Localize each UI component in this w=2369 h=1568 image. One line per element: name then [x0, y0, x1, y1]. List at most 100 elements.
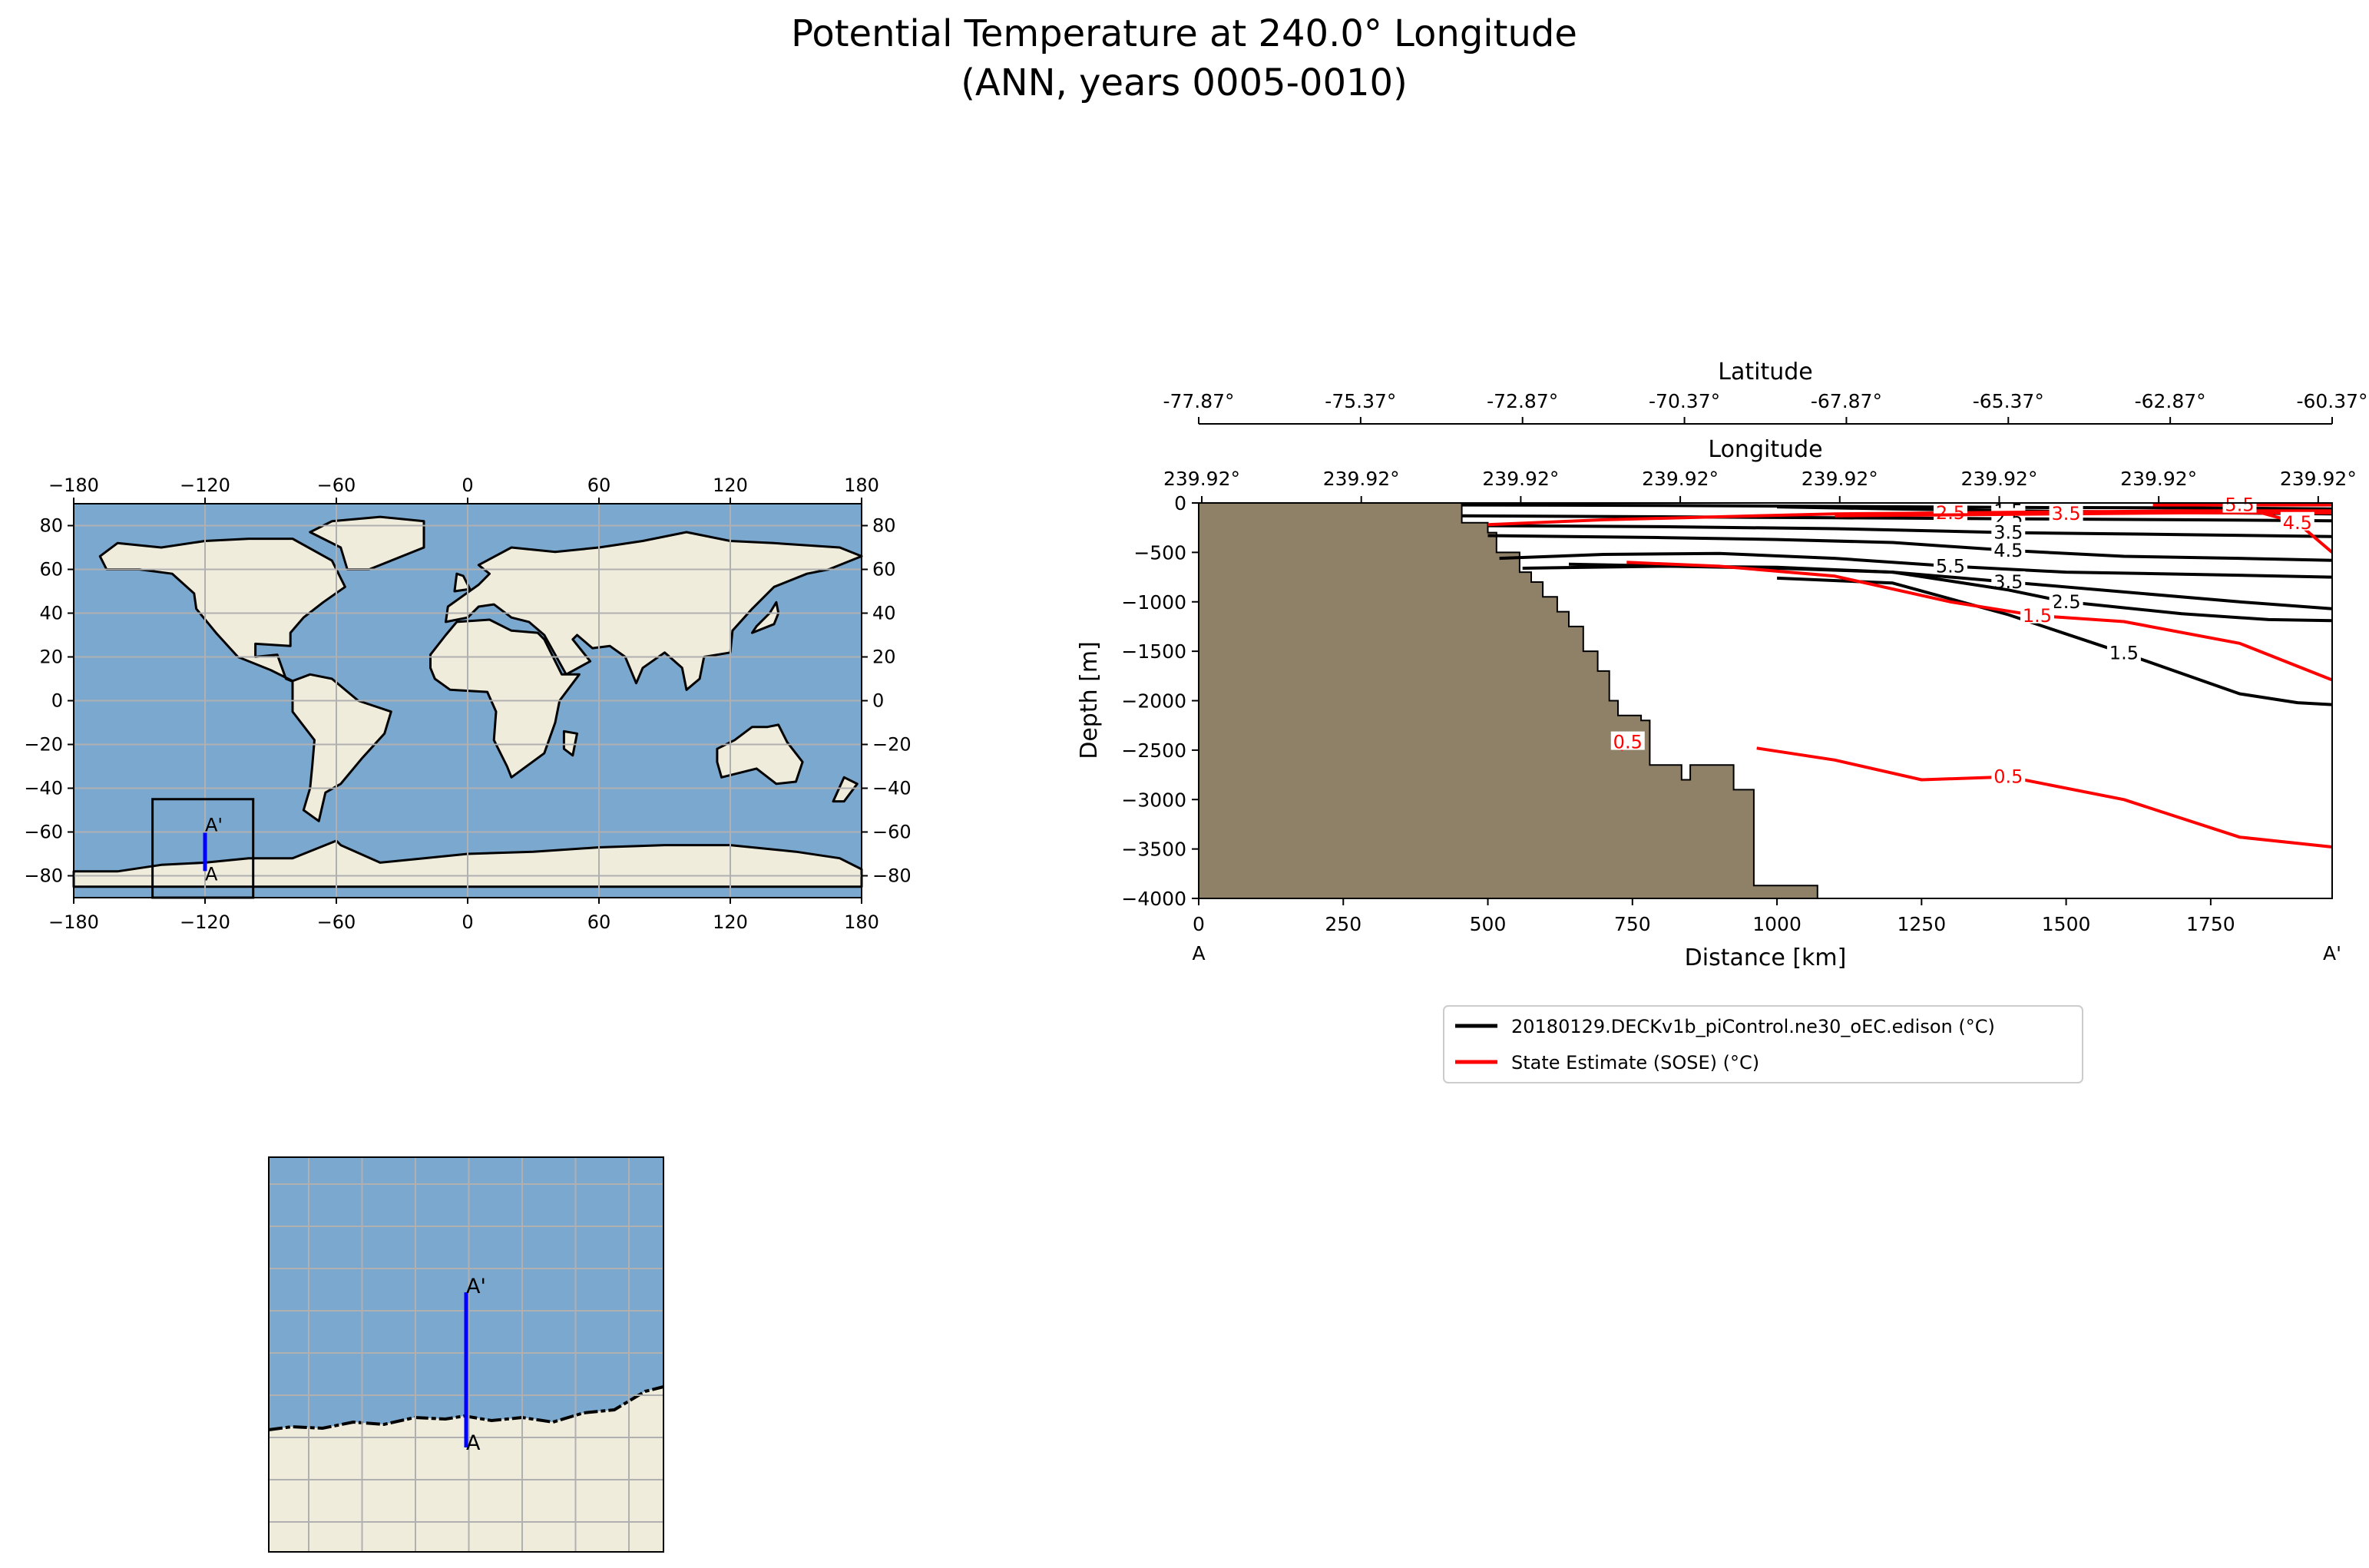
- contour-label: 0.5: [1993, 766, 2023, 788]
- land-australia: [716, 723, 804, 786]
- y-tick-label: −3500: [1121, 839, 1186, 861]
- lon-tick-label-bottom: −60: [317, 911, 356, 933]
- model-contour-3-5: [1487, 524, 2333, 538]
- lon-tick-label-top: 120: [713, 475, 748, 496]
- bathymetry-fill: [1198, 502, 1818, 899]
- longitude-tick-label: 239.92°: [2120, 468, 2197, 490]
- longitude-ticks: 239.92° 239.92° 239.92° 239.92° 239.92° 239.9…: [1163, 468, 2357, 503]
- land-north-america: [98, 538, 346, 685]
- latitude-tick-label: -67.87°: [1811, 390, 1882, 412]
- contour-lines: 0.51.52.53.54.55.53.52.51.50.50.51.52.53…: [1461, 494, 2334, 849]
- lon-tick-label-top: −120: [180, 475, 230, 496]
- x-tick-label: 750: [1614, 913, 1651, 935]
- land-japan: [751, 600, 780, 634]
- lon-tick-label-bottom: 180: [844, 911, 879, 933]
- contour-label-bg: [1610, 731, 1645, 750]
- contour-label-bg: [1991, 571, 2026, 590]
- longitude-tick-label: 239.92°: [2280, 468, 2357, 490]
- legend-frame: [1443, 1005, 2083, 1083]
- y-tick-label: −1500: [1121, 640, 1186, 663]
- section-plot: 0.51.52.53.54.55.53.52.51.50.50.51.52.53…: [1076, 359, 2368, 971]
- contour-label-bg: [2020, 604, 2054, 624]
- lat-tick-label-right: 80: [872, 515, 896, 537]
- land-new-zealand: [832, 776, 859, 803]
- land-uk: [453, 572, 471, 593]
- longitude-tick-label: 239.92°: [1482, 468, 1559, 490]
- lat-tick-label-right: −80: [872, 865, 912, 887]
- obs-contour-2-5: [1487, 509, 2332, 527]
- zoom-map-land: [269, 1387, 663, 1552]
- contour-label-bg: [1991, 539, 2026, 558]
- zoom-map-label-a: A: [466, 1431, 481, 1455]
- x-axis-label: Distance [km]: [1685, 944, 1847, 971]
- latitude-tick-label: -72.87°: [1487, 390, 1558, 412]
- longitude-tick-label: 239.92°: [1802, 468, 1878, 490]
- lat-tick-label-left: 0: [51, 690, 63, 712]
- model-contour-0-5: [1461, 503, 2333, 511]
- contour-label-bg: [1991, 766, 2026, 785]
- latitude-tick-label: -70.37°: [1649, 390, 1720, 412]
- figure-title-line2: (ANN, years 0005-0010): [961, 61, 1408, 104]
- contour-label-bg: [2049, 590, 2083, 610]
- x-tick-label: 250: [1325, 913, 1362, 935]
- contour-label-bg: [2106, 642, 2141, 661]
- lon-tick-label-bottom: −120: [180, 911, 230, 933]
- contour-label-bg: [1991, 521, 2026, 541]
- y-tick-label: −2000: [1121, 690, 1186, 713]
- longitude-tick-label: 239.92°: [1960, 468, 2037, 490]
- land-greenland: [309, 515, 425, 571]
- lat-tick-label-left: 80: [39, 515, 63, 537]
- contour-label-bg: [1933, 501, 1967, 521]
- y-tick-label: −4000: [1121, 888, 1186, 910]
- latitude-tick-label: -65.37°: [1973, 390, 2044, 412]
- model-contour-4-5: [1487, 534, 2333, 562]
- longitude-tick-label: 239.92°: [1323, 468, 1400, 490]
- lat-tick-label-right: −40: [872, 778, 912, 799]
- zoom-map-frame: [268, 1156, 664, 1553]
- world-map-label-a-prime: A': [205, 815, 223, 836]
- lat-tick-label-right: −20: [872, 734, 912, 756]
- legend-entry-model: 20180129.DECKv1b_piControl.ne30_oEC.edis…: [1511, 1016, 1995, 1037]
- y-tick-label: −500: [1133, 541, 1186, 564]
- legend: 20180129.DECKv1b_piControl.ne30_oEC.edis…: [1443, 1005, 2083, 1083]
- lat-tick-label-left: 20: [39, 647, 63, 668]
- latitude-tick-label: -75.37°: [1325, 390, 1396, 412]
- world-map-gridlines: [74, 504, 862, 898]
- lon-tick-label-top: −180: [48, 475, 99, 496]
- lat-tick-label-right: 0: [872, 690, 884, 712]
- land-eurasia: [445, 531, 863, 691]
- world-map: A' A −180 −180 −120 −120 −60 −60 0 0 60 60 120 120 1…: [24, 475, 911, 933]
- contour-label: 1.5: [2109, 643, 2139, 664]
- latitude-ticks: -77.87° -75.37° -72.87° -70.37° -67.87° -65.3…: [1163, 390, 2368, 424]
- contour-label: 2.5: [1936, 502, 1965, 524]
- contour-label-bg: [2280, 511, 2314, 531]
- figure-title-line1: Potential Temperature at 240.0° Longitud…: [791, 12, 1577, 55]
- lon-tick-label-bottom: 120: [713, 911, 748, 933]
- obs-contour-1-5: [1626, 561, 2333, 682]
- lon-tick-label-bottom: 0: [462, 911, 473, 933]
- section-ticks: 0 250 500 750 1000 1250 1500 1750 0 −500 −1000 −150…: [1121, 492, 2235, 935]
- lon-tick-label-top: −60: [317, 475, 356, 496]
- contour-label-bg: [1933, 555, 1967, 574]
- lat-tick-label-right: 20: [872, 647, 896, 668]
- x-tick-label: 1500: [2042, 913, 2091, 935]
- lat-tick-label-right: −60: [872, 822, 912, 843]
- legend-entry-obs: State Estimate (SOSE) (°C): [1511, 1052, 1759, 1073]
- model-contour-5-5: [1499, 551, 2333, 579]
- lon-tick-label-top: 180: [844, 475, 879, 496]
- section-start-label: A: [1192, 942, 1205, 964]
- world-map-label-a: A: [205, 863, 218, 885]
- lat-tick-label-left: 40: [39, 603, 63, 624]
- latitude-tick-label: -62.87°: [2135, 390, 2206, 412]
- lat-tick-label-right: 60: [872, 559, 896, 581]
- land-madagascar: [562, 729, 578, 757]
- contour-label-bg: [2049, 503, 2083, 522]
- lon-tick-label-bottom: 60: [587, 911, 611, 933]
- lon-tick-label-top: 0: [462, 475, 473, 496]
- latitude-tick-label: -77.87°: [1163, 390, 1234, 412]
- contour-label: 4.5: [1993, 540, 2023, 561]
- x-tick-label: 1250: [1898, 913, 1947, 935]
- zoom-map-label-a-prime: A': [466, 1275, 486, 1298]
- y-tick-label: −1000: [1121, 591, 1186, 614]
